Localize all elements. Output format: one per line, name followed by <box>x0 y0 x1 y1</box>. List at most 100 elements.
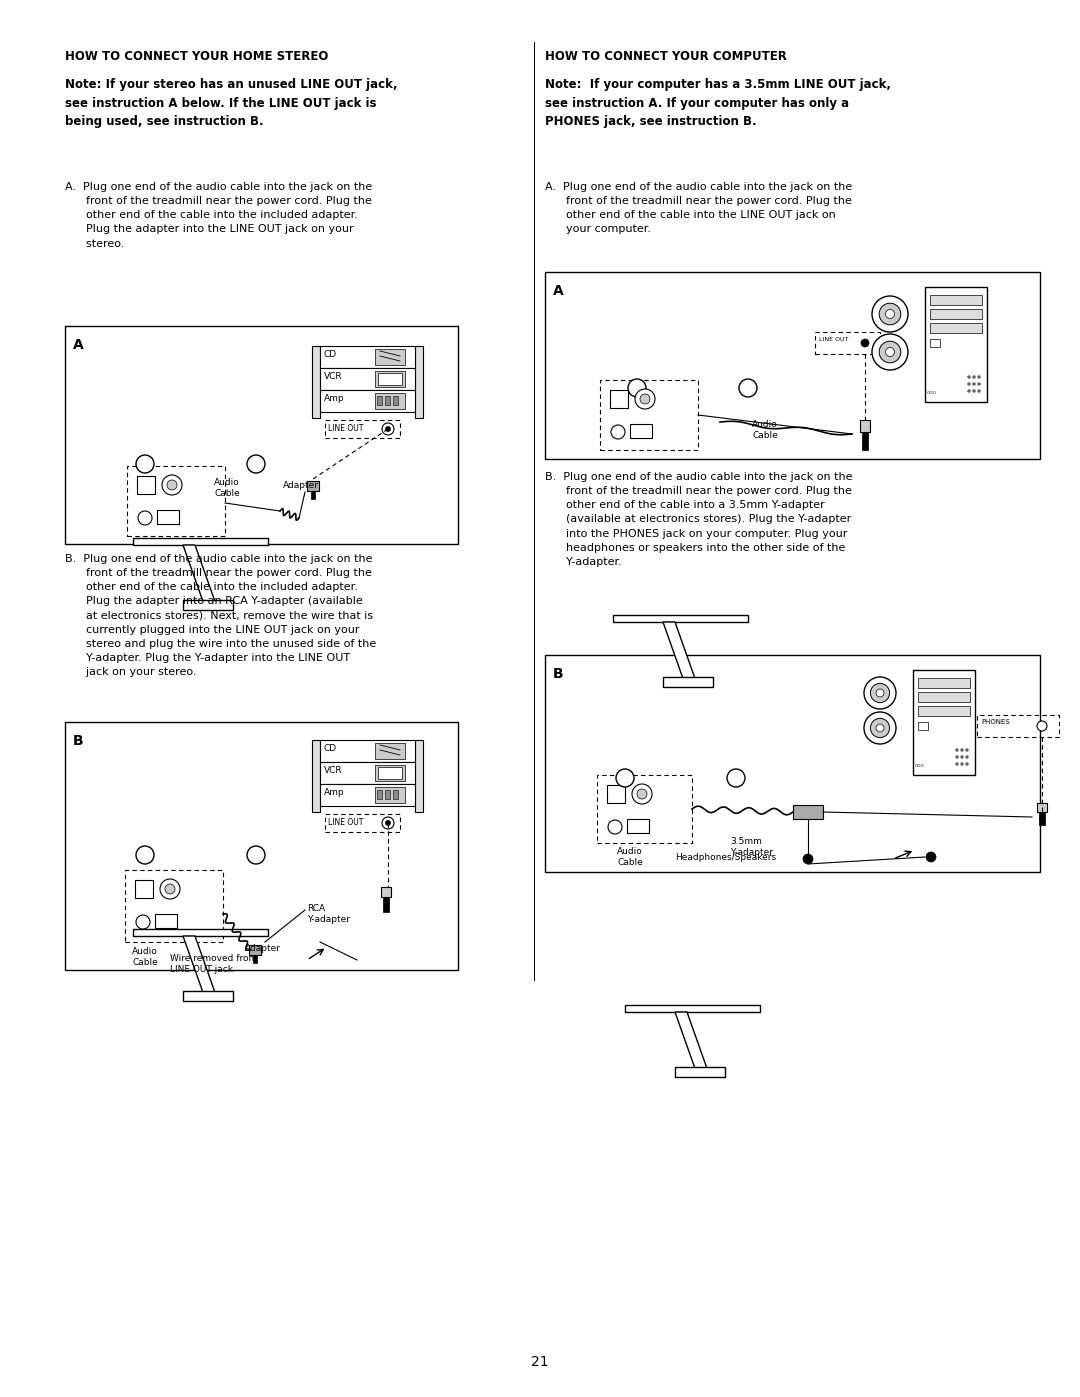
Circle shape <box>879 341 901 363</box>
Polygon shape <box>613 615 748 622</box>
Circle shape <box>960 763 963 766</box>
Circle shape <box>872 334 908 370</box>
Bar <box>630 425 652 439</box>
Bar <box>924 286 987 402</box>
Circle shape <box>876 724 885 732</box>
Circle shape <box>864 712 896 745</box>
Polygon shape <box>663 678 713 687</box>
Bar <box>918 678 970 687</box>
Bar <box>127 467 225 536</box>
Bar <box>312 740 320 812</box>
Circle shape <box>616 768 634 787</box>
Text: Headphones/Speakers: Headphones/Speakers <box>675 854 777 862</box>
Circle shape <box>804 854 813 863</box>
Bar <box>249 944 261 956</box>
Bar <box>393 789 399 799</box>
Bar <box>325 814 400 833</box>
Text: VCR: VCR <box>324 372 342 381</box>
Text: Adapter: Adapter <box>245 944 281 953</box>
Circle shape <box>247 455 265 474</box>
Bar <box>627 819 649 833</box>
Bar <box>378 373 402 386</box>
Text: A: A <box>553 284 564 298</box>
Circle shape <box>247 847 265 863</box>
Polygon shape <box>183 599 233 610</box>
Bar <box>377 395 382 405</box>
Text: RCA
Y-adapter: RCA Y-adapter <box>307 904 350 923</box>
Text: CD: CD <box>324 351 337 359</box>
Bar <box>253 956 257 963</box>
Circle shape <box>727 768 745 787</box>
Bar <box>610 390 627 408</box>
Circle shape <box>870 718 890 738</box>
Bar <box>918 692 970 703</box>
Circle shape <box>136 915 150 929</box>
Bar <box>125 870 222 942</box>
Circle shape <box>640 394 650 404</box>
Circle shape <box>886 348 894 356</box>
Bar <box>375 349 405 365</box>
Circle shape <box>886 310 894 319</box>
Bar <box>320 761 415 784</box>
Bar <box>375 372 405 387</box>
Bar <box>320 784 415 806</box>
Text: B: B <box>73 733 83 747</box>
Polygon shape <box>183 545 218 610</box>
Bar <box>918 705 970 717</box>
Bar <box>1039 819 1045 826</box>
Bar <box>393 395 399 405</box>
Polygon shape <box>675 1011 710 1077</box>
Polygon shape <box>675 1067 725 1077</box>
Circle shape <box>956 749 959 752</box>
Bar <box>930 339 940 346</box>
Circle shape <box>972 376 975 379</box>
Bar <box>930 323 982 332</box>
Bar <box>375 766 405 781</box>
Bar <box>1037 803 1047 812</box>
Text: B: B <box>553 666 564 680</box>
Circle shape <box>876 689 885 697</box>
Text: HOW TO CONNECT YOUR HOME STEREO: HOW TO CONNECT YOUR HOME STEREO <box>65 50 328 63</box>
Circle shape <box>611 425 625 439</box>
Bar <box>415 740 423 812</box>
Bar <box>156 914 177 928</box>
Bar <box>597 775 692 842</box>
Circle shape <box>167 481 177 490</box>
Text: A.  Plug one end of the audio cable into the jack on the
      front of the trea: A. Plug one end of the audio cable into … <box>545 182 852 235</box>
Circle shape <box>968 390 971 393</box>
Circle shape <box>864 678 896 710</box>
Circle shape <box>632 784 652 805</box>
Bar <box>65 722 458 970</box>
Bar <box>65 326 458 543</box>
Bar <box>860 420 870 432</box>
Text: Adapter: Adapter <box>283 481 319 490</box>
Bar <box>312 346 320 418</box>
Bar <box>381 887 391 897</box>
Circle shape <box>635 388 654 409</box>
Bar <box>375 393 405 409</box>
Circle shape <box>165 884 175 894</box>
Bar <box>383 897 389 904</box>
Bar <box>415 346 423 418</box>
Text: A: A <box>73 338 84 352</box>
Text: 21: 21 <box>531 1355 549 1369</box>
Circle shape <box>160 879 180 900</box>
Circle shape <box>136 455 154 474</box>
Bar <box>913 671 975 775</box>
Polygon shape <box>183 990 233 1002</box>
Circle shape <box>608 820 622 834</box>
Text: ooo: ooo <box>915 763 926 768</box>
Text: 3.5mm
Y-adapter: 3.5mm Y-adapter <box>730 837 773 858</box>
Text: LINE OUT: LINE OUT <box>328 819 363 827</box>
Circle shape <box>879 303 901 324</box>
Polygon shape <box>663 622 698 687</box>
Bar <box>383 904 389 912</box>
Circle shape <box>960 749 963 752</box>
Text: LINE OUT: LINE OUT <box>328 425 363 433</box>
Bar <box>320 390 415 412</box>
Bar <box>384 395 390 405</box>
Polygon shape <box>183 936 218 1002</box>
Circle shape <box>977 390 981 393</box>
Circle shape <box>968 376 971 379</box>
Circle shape <box>972 383 975 386</box>
